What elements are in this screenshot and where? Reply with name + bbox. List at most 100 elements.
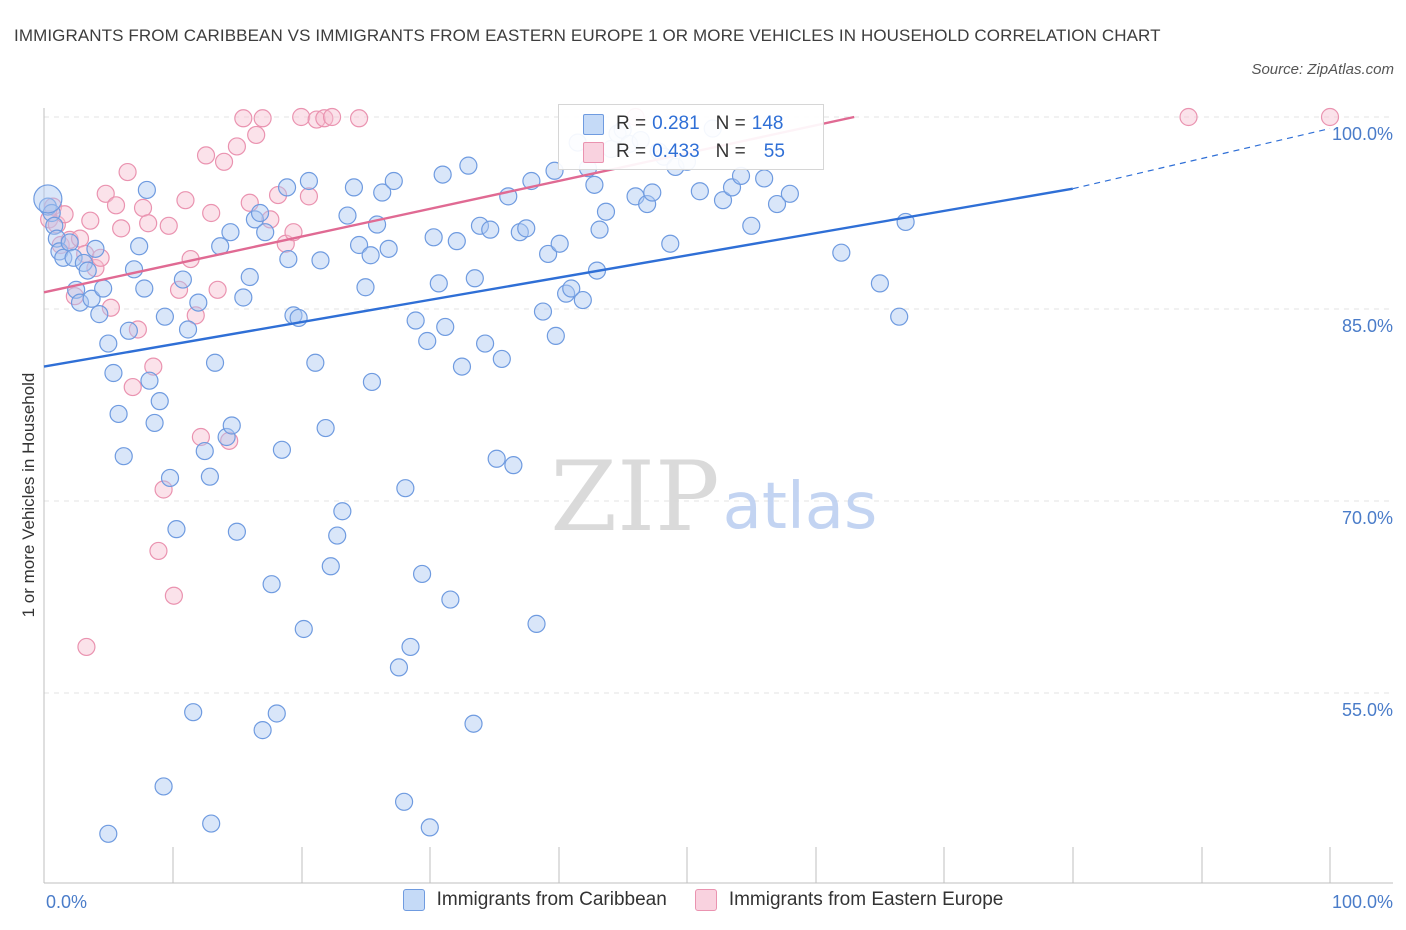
caribbean-point: [362, 372, 382, 392]
caribbean-point: [475, 334, 495, 353]
caribbean-point: [557, 284, 576, 303]
eastern-europe-point: [123, 377, 142, 397]
r-label: R =: [616, 113, 647, 134]
eastern-europe-point: [196, 146, 216, 165]
eastern-europe-point: [169, 280, 189, 299]
eastern-europe-point: [292, 107, 311, 127]
caribbean-point: [294, 619, 313, 639]
caribbean-point: [661, 234, 680, 253]
caribbean-point: [384, 171, 403, 191]
caribbean-swatch: [583, 113, 604, 135]
caribbean-point: [145, 413, 164, 433]
caribbean-point: [470, 216, 490, 235]
caribbean-point: [356, 278, 375, 297]
caribbean-point: [690, 182, 709, 201]
legend-row-caribbean: R = 0.281 N = 148: [583, 111, 783, 137]
caribbean-point: [321, 557, 340, 576]
eastern-europe-point: [234, 109, 253, 128]
caribbean-point: [401, 637, 420, 657]
eastern-europe-point: [1320, 107, 1340, 127]
n-value-eastern-europe: 55: [763, 141, 785, 162]
caribbean-point: [562, 279, 581, 298]
legend-item-eastern-europe: Immigrants from Eastern Europe: [694, 889, 1004, 911]
caribbean-point: [70, 293, 90, 312]
caribbean-point: [459, 156, 478, 175]
eastern-europe-point: [81, 211, 100, 230]
caribbean-point: [306, 353, 325, 372]
caribbean-point: [333, 502, 352, 521]
caribbean-point: [150, 392, 169, 411]
caribbean-point: [742, 216, 761, 235]
caribbean-point: [104, 363, 123, 383]
caribbean-point: [767, 194, 787, 214]
caribbean-point: [137, 180, 156, 200]
legend-item-caribbean: Immigrants from Caribbean: [402, 889, 667, 911]
caribbean-point: [119, 321, 138, 340]
y-tick-label: 85.0%: [1342, 316, 1393, 336]
caribbean-point: [202, 814, 221, 833]
caribbean-point: [464, 714, 483, 733]
caribbean-point: [221, 223, 240, 242]
caribbean-point: [533, 302, 553, 321]
caribbean-point: [447, 232, 466, 251]
caribbean-point: [379, 239, 398, 258]
eastern-europe-point: [322, 107, 342, 127]
caribbean-point: [33, 184, 63, 214]
eastern-europe-point: [139, 214, 158, 233]
caribbean-point: [429, 274, 448, 293]
caribbean-point: [277, 178, 297, 197]
legend-row-eastern-europe: R = 0.433 N = 55: [583, 139, 785, 165]
eastern-europe-legend-label: Immigrants from Eastern Europe: [728, 889, 1004, 910]
caribbean-point: [82, 289, 101, 308]
caribbean-point: [78, 261, 97, 280]
caribbean-point: [870, 274, 890, 293]
caribbean-point: [361, 246, 380, 265]
series-eastern-europe: [40, 107, 1340, 657]
n-value-caribbean: 148: [751, 113, 784, 134]
eastern-europe-point: [133, 198, 153, 217]
caribbean-point: [643, 183, 662, 202]
caribbean-point: [338, 206, 357, 225]
y-tick-label: 55.0%: [1342, 700, 1393, 720]
caribbean-point: [195, 441, 214, 461]
caribbean-point: [344, 178, 364, 197]
caribbean-point: [200, 467, 219, 486]
caribbean-point: [832, 243, 851, 262]
caribbean-point: [299, 171, 319, 191]
r-value-eastern-europe: 0.433: [652, 141, 700, 162]
eastern-europe-point: [191, 427, 210, 447]
stats-legend: R = 0.281 N = 148 R = 0.433 N = 55: [558, 104, 824, 170]
caribbean-point: [227, 522, 246, 541]
eastern-europe-point: [77, 637, 96, 657]
caribbean-point: [217, 427, 236, 447]
eastern-europe-point: [202, 203, 221, 223]
caribbean-point: [160, 468, 180, 488]
caribbean-point: [135, 279, 154, 298]
caribbean-point: [240, 267, 259, 287]
eastern-europe-point: [149, 541, 168, 561]
eastern-europe-point: [253, 109, 272, 128]
caribbean-point: [546, 326, 565, 345]
caribbean-point: [394, 792, 414, 811]
caribbean-point: [109, 404, 128, 424]
eastern-europe-point: [227, 137, 246, 156]
caribbean-point: [155, 307, 174, 326]
caribbean-trend-line: [43, 187, 1074, 368]
chart-title: IMMIGRANTS FROM CARIBBEAN VS IMMIGRANTS …: [14, 26, 1161, 45]
caribbean-point: [389, 658, 409, 677]
watermark-zip: ZIP: [550, 441, 719, 553]
eastern-europe-point: [176, 191, 195, 210]
caribbean-point: [436, 317, 455, 337]
caribbean-point: [492, 349, 511, 369]
caribbean-point: [487, 449, 506, 468]
source-label: Source: ZipAtlas.com: [1251, 61, 1394, 78]
caribbean-point: [373, 183, 392, 202]
caribbean-point: [396, 479, 415, 498]
caribbean-point: [406, 311, 425, 330]
caribbean-point: [279, 249, 298, 269]
caribbean-point: [890, 307, 909, 326]
y-tick-label: 70.0%: [1342, 508, 1393, 528]
eastern-europe-point: [154, 480, 173, 499]
caribbean-point: [114, 447, 133, 466]
caribbean-point: [311, 251, 330, 270]
